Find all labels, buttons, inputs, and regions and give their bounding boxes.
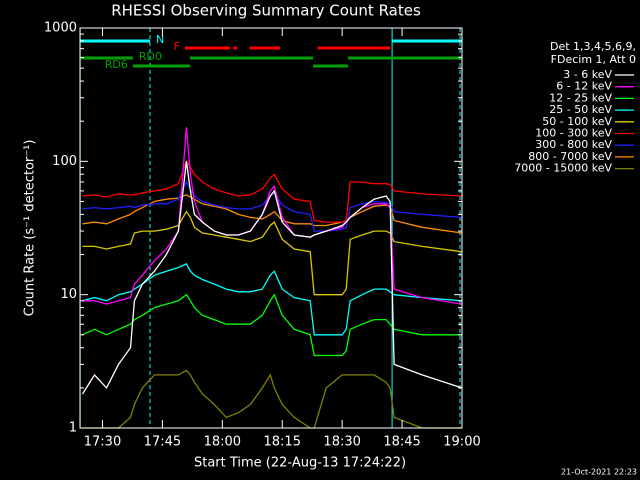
legend-label: 12 - 25 keV [549,91,612,104]
flag-label: RD6 [105,58,128,71]
x-tick-label: 19:00 [443,435,480,450]
series-line [82,210,463,296]
x-tick-label: 17:30 [84,435,121,450]
legend-label: 800 - 7000 keV [528,150,612,163]
legend-label: 3 - 6 keV [563,68,612,81]
x-tick-label: 18:00 [204,435,241,450]
series-line [82,180,463,232]
legend-label: 7000 - 15000 keV [514,162,612,175]
x-tick-label: 17:45 [144,435,181,450]
flag-label: N [156,33,164,46]
y-tick-label: 1000 [44,21,77,36]
legend-header: FDecim 1, Att 0 [551,53,636,66]
series-line [82,263,463,336]
series-line [82,369,462,429]
series-line [81,161,463,395]
x-tick-label: 18:30 [323,435,360,450]
legend-label: 50 - 100 keV [542,115,612,128]
y-tick-label: 1 [69,421,77,436]
y-tick-label: 100 [52,154,77,169]
series-line [82,194,463,234]
y-tick-label: 10 [60,287,77,302]
legend-label: 25 - 50 keV [549,103,612,116]
x-axis-label: Start Time (22-Aug-13 17:24:22) [194,456,406,471]
series-line [82,127,463,305]
x-tick-label: 18:15 [264,435,301,450]
flag-label: RD0 [139,50,162,63]
series-line [82,159,463,223]
plot-frame [79,27,463,429]
series-line [82,293,462,357]
legend-label: 100 - 300 keV [535,127,612,140]
flag-label: F [173,40,179,53]
y-axis-label: Count Rate (s⁻¹ detector⁻¹) [23,140,38,317]
x-tick-label: 18:45 [383,435,420,450]
legend-label: 6 - 12 keV [556,80,612,93]
chart-title: RHESSI Observing Summary Count Rates [111,2,421,20]
legend-label: 300 - 800 keV [535,138,612,151]
footer: 21-Oct-2021 22:23 [561,468,637,477]
legend-header: Det 1,3,4,5,6,9, [550,40,636,53]
